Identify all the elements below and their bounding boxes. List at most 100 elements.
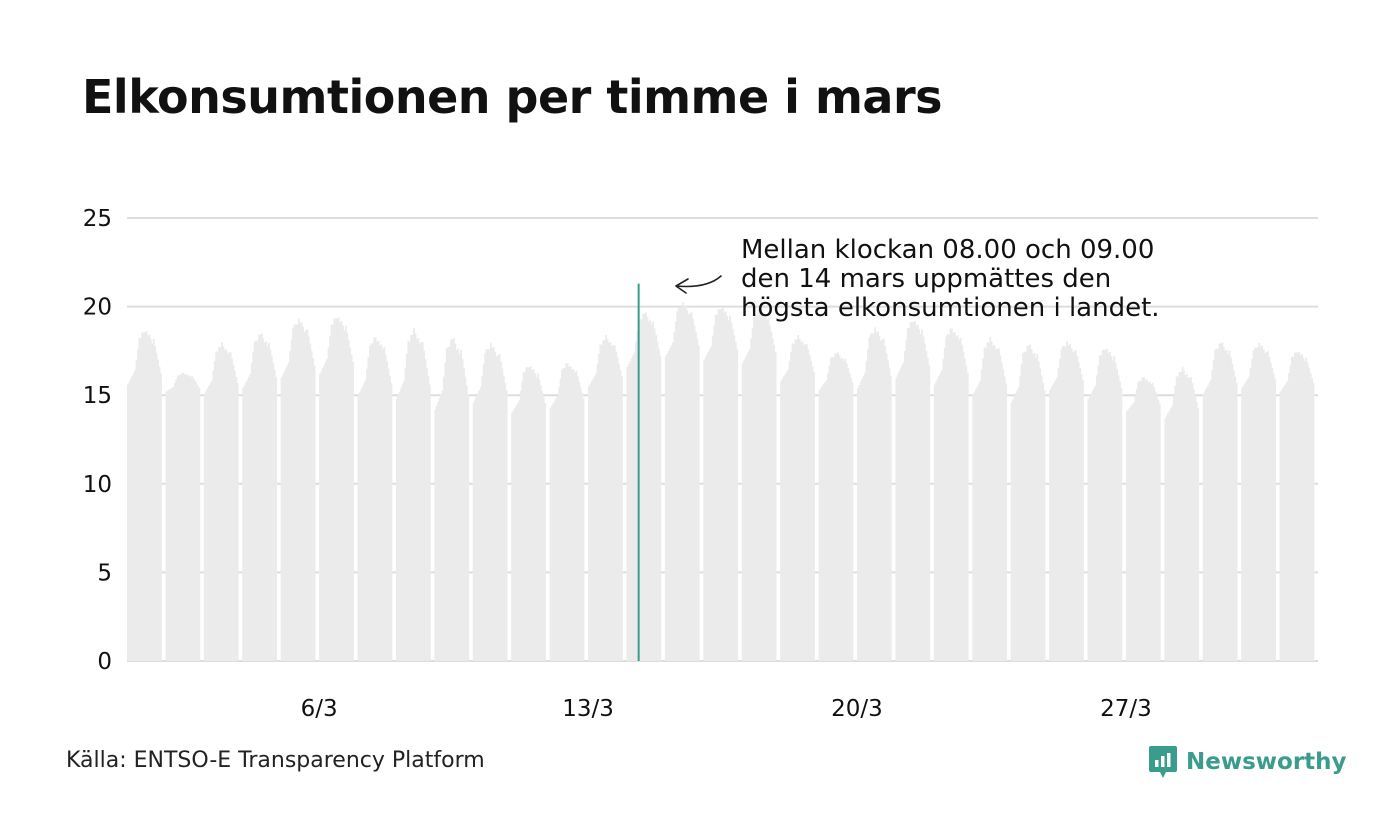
- y-tick-label: 20: [83, 295, 112, 321]
- hour-bar: [384, 354, 387, 661]
- hour-bar: [176, 375, 179, 661]
- hour-bar: [819, 387, 822, 661]
- hour-bar: [275, 376, 278, 661]
- hour-bar: [1245, 381, 1248, 661]
- source-note: Källa: ENTSO-E Transparency Platform: [66, 748, 485, 773]
- hour-bar: [465, 385, 468, 661]
- hour-bar: [689, 313, 692, 661]
- annotation-line-3: högsta elkonsumtionen i landet.: [741, 293, 1160, 323]
- hour-bar: [946, 334, 949, 661]
- hour-bar: [1107, 353, 1110, 661]
- hour-bar: [1130, 405, 1133, 661]
- hour-bar: [723, 312, 726, 661]
- hour-bar: [1063, 346, 1066, 661]
- hour-bar: [1219, 343, 1222, 661]
- hour-bar: [326, 358, 329, 661]
- hour-bar: [128, 381, 131, 661]
- hour-bar: [196, 385, 199, 661]
- hour-bar: [939, 372, 942, 661]
- hour-bar: [478, 390, 481, 661]
- hour-bar: [1279, 391, 1282, 661]
- hour-bar: [1227, 354, 1229, 661]
- hour-bar: [885, 353, 888, 661]
- hour-bar: [760, 313, 763, 661]
- hour-bar: [1019, 375, 1022, 661]
- hour-bar: [497, 355, 499, 661]
- hour-bar: [1111, 360, 1114, 661]
- annotation-line-1: Mellan klockan 08.00 och 09.00: [741, 235, 1154, 265]
- hour-bar: [165, 391, 168, 661]
- hour-bar: [1171, 405, 1174, 661]
- hour-bar: [1282, 387, 1285, 661]
- hour-bar: [300, 322, 303, 661]
- hour-bar: [339, 322, 341, 661]
- hour-bar: [166, 390, 169, 661]
- hour-bar: [481, 375, 484, 661]
- hour-bar: [321, 367, 324, 661]
- hour-bar: [764, 315, 767, 661]
- hour-bar: [788, 360, 791, 661]
- hour-bar: [618, 363, 620, 661]
- hour-bar: [1117, 375, 1120, 661]
- hour-bar: [366, 368, 368, 661]
- hour-bar: [302, 326, 305, 661]
- hour-bar: [667, 350, 670, 661]
- hour-bar: [1087, 398, 1090, 661]
- hour-bar: [186, 375, 189, 661]
- hour-bar: [1193, 389, 1195, 661]
- hour-bar: [1066, 341, 1069, 661]
- hour-bar: [421, 342, 424, 661]
- hour-bar: [1228, 350, 1231, 661]
- chart-title: Elkonsumtionen per timme i mars: [82, 70, 943, 124]
- hour-bar: [1064, 346, 1067, 661]
- hour-bar: [519, 391, 522, 661]
- hour-bar: [266, 346, 269, 661]
- hour-bar: [851, 382, 854, 661]
- hour-bar: [899, 368, 902, 661]
- hour-bar: [670, 345, 673, 661]
- hour-bar: [553, 400, 556, 661]
- hour-bar: [440, 394, 442, 661]
- hour-bar: [408, 342, 411, 661]
- hour-bar: [272, 363, 275, 661]
- hour-bar: [1040, 375, 1043, 661]
- hour-bar: [576, 376, 579, 661]
- hour-bar: [761, 312, 764, 661]
- hour-bar: [1002, 369, 1005, 661]
- hour-bar: [501, 368, 504, 661]
- hour-bar: [999, 355, 1002, 661]
- hour-bar: [1036, 354, 1039, 661]
- hour-bar: [1054, 379, 1057, 661]
- hour-bar: [912, 322, 915, 661]
- hour-bar: [985, 348, 987, 661]
- hour-bar: [464, 376, 467, 661]
- hour-bar: [771, 338, 774, 661]
- hour-bar: [1027, 345, 1030, 661]
- hour-bar: [940, 369, 943, 661]
- hour-bar: [428, 384, 431, 661]
- hour-bar: [1056, 377, 1059, 661]
- y-tick-label: 5: [97, 560, 112, 586]
- hour-bar: [956, 335, 959, 661]
- hour-bar: [909, 322, 912, 661]
- hour-bar: [768, 324, 771, 661]
- hour-bar: [840, 358, 842, 661]
- hour-bar: [491, 348, 494, 661]
- hour-bar: [975, 389, 977, 661]
- hour-bar: [879, 340, 882, 661]
- hour-bar: [1032, 354, 1034, 661]
- hour-bar: [1182, 370, 1185, 661]
- hour-bar: [1116, 368, 1118, 661]
- hour-bar: [1265, 352, 1268, 661]
- hour-bar: [1312, 383, 1315, 661]
- hour-bar: [859, 381, 862, 661]
- hour-bar: [612, 345, 615, 661]
- hour-bar: [1184, 375, 1187, 661]
- hour-bar: [1217, 348, 1219, 661]
- hour-bar: [822, 384, 825, 661]
- hour-bar: [175, 379, 178, 661]
- hour-bar: [323, 364, 326, 661]
- hour-bar: [942, 358, 945, 661]
- hour-bar: [1153, 387, 1155, 661]
- hour-bar: [581, 392, 583, 661]
